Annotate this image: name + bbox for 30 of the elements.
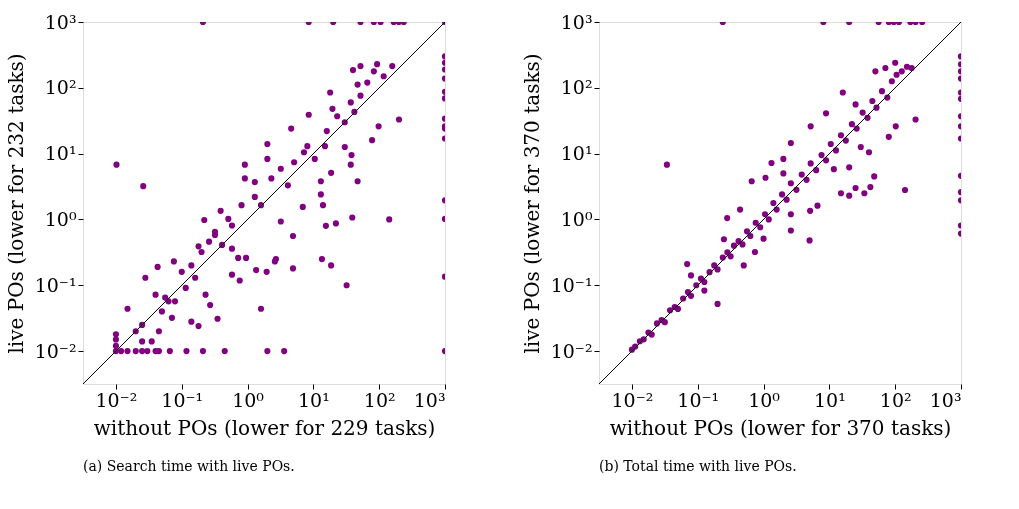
x-tick-label: 10⁻¹	[161, 388, 204, 411]
y-tick-label: 10⁰	[560, 207, 593, 230]
y-tick-label: 10⁻²	[550, 339, 593, 362]
y-tick-label: 10¹	[44, 142, 77, 165]
x-tick-label: 10¹	[813, 388, 846, 411]
x-axis-title: without POs (lower for 370 tasks)	[609, 415, 952, 440]
x-tick-label: 10⁰	[232, 388, 265, 411]
y-axis-title: live POs (lower for 232 tasks)	[3, 53, 28, 354]
y-tick-label: 10³	[560, 10, 593, 33]
x-tick-label: 10⁻²	[95, 388, 138, 411]
x-tick-label: 10⁻¹	[677, 388, 720, 411]
y-tick-label: 10⁰	[44, 207, 77, 230]
y-tick-label: 10²	[560, 76, 593, 99]
x-tick-label: 10²	[879, 388, 912, 411]
x-axis-title: without POs (lower for 229 tasks)	[93, 415, 436, 440]
y-tick-label: 10¹	[560, 142, 593, 165]
y-tick-label: 10⁻¹	[550, 273, 593, 296]
y-tick-label: 10²	[44, 76, 77, 99]
y-tick-label: 10⁻²	[34, 339, 77, 362]
text: (b) Total time with live POs.	[599, 458, 797, 474]
text: (a) Search time with live POs.	[83, 458, 295, 474]
x-tick-label: 10⁻²	[611, 388, 654, 411]
y-tick-label: 10⁻¹	[34, 273, 77, 296]
x-tick-label: 10³	[929, 388, 962, 411]
x-tick-label: 10⁰	[748, 388, 781, 411]
y-tick-label: 10³	[44, 10, 77, 33]
x-tick-label: 10³	[413, 388, 446, 411]
y-axis-title: live POs (lower for 370 tasks)	[519, 53, 544, 354]
x-tick-label: 10¹	[297, 388, 330, 411]
x-tick-label: 10²	[363, 388, 396, 411]
